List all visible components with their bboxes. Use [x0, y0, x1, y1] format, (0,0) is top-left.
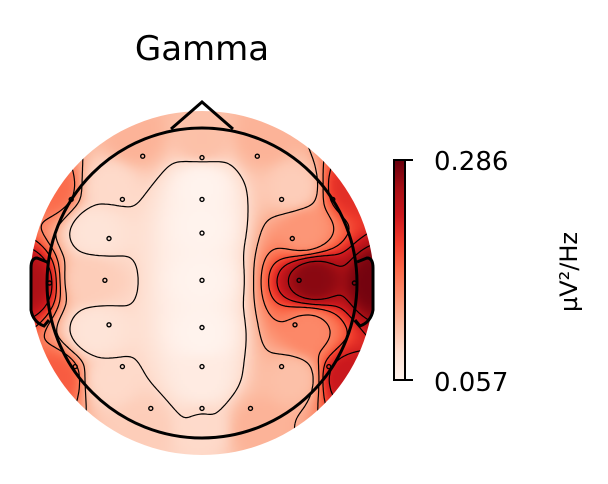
left-ear-outline: [29, 256, 51, 328]
colorbar: 0.286 0.057 µV²/Hz: [393, 147, 583, 398]
contour-lines: [30, 111, 374, 455]
head-outline: [29, 100, 375, 440]
contour-line-1: [69, 160, 249, 419]
sensor-marker-4: [119, 196, 126, 203]
sensor-marker-25: [199, 405, 205, 412]
sensor-marker-2: [254, 153, 260, 159]
right-ear-outline: [353, 256, 375, 328]
sensor-marker-13: [199, 277, 205, 283]
sensor-marker-5: [199, 196, 205, 203]
sensor-marker-1: [199, 154, 205, 161]
sensor-marker-14: [296, 277, 302, 283]
sensor-marker-26: [247, 405, 254, 412]
sensor-marker-21: [199, 363, 205, 370]
sensor-marker-6: [278, 196, 285, 203]
sensor-marker-24: [148, 405, 154, 412]
sensor-marker-12: [102, 277, 108, 283]
sensor-marker-22: [278, 363, 285, 370]
topomap: [29, 100, 375, 455]
colorbar-min-label: 0.057: [434, 368, 508, 398]
chart-title: Gamma: [135, 29, 269, 69]
sensor-marker-20: [119, 363, 126, 370]
sensor-marker-16: [106, 322, 112, 328]
colorbar-gradient: [393, 159, 406, 381]
sensor-marker-8: [106, 235, 112, 242]
colorbar-unit-label: µV²/Hz: [555, 232, 583, 312]
sensor-marker-10: [289, 235, 295, 242]
sensor-marker-0: [139, 153, 146, 159]
sensor-marker-17: [199, 324, 205, 331]
nose-outline: [170, 100, 234, 131]
sensor-marker-18: [292, 322, 298, 328]
head-circle: [45, 126, 359, 440]
sensor-marker-9: [199, 230, 205, 236]
heatmap-surface: [30, 111, 374, 455]
colorbar-max-label: 0.286: [434, 147, 508, 177]
